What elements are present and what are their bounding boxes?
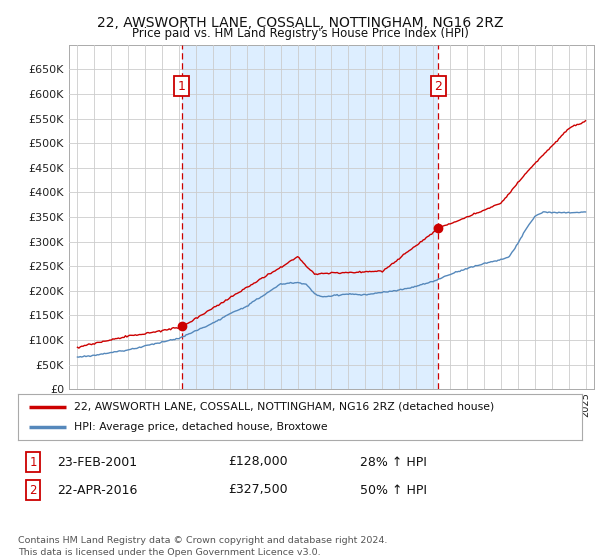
Text: 22-APR-2016: 22-APR-2016 (57, 483, 137, 497)
Text: 23-FEB-2001: 23-FEB-2001 (57, 455, 137, 469)
Text: £327,500: £327,500 (228, 483, 287, 497)
Text: Price paid vs. HM Land Registry's House Price Index (HPI): Price paid vs. HM Land Registry's House … (131, 27, 469, 40)
Text: 22, AWSWORTH LANE, COSSALL, NOTTINGHAM, NG16 2RZ (detached house): 22, AWSWORTH LANE, COSSALL, NOTTINGHAM, … (74, 402, 494, 412)
Text: 50% ↑ HPI: 50% ↑ HPI (360, 483, 427, 497)
Text: 22, AWSWORTH LANE, COSSALL, NOTTINGHAM, NG16 2RZ: 22, AWSWORTH LANE, COSSALL, NOTTINGHAM, … (97, 16, 503, 30)
Text: £128,000: £128,000 (228, 455, 287, 469)
Text: HPI: Average price, detached house, Broxtowe: HPI: Average price, detached house, Brox… (74, 422, 328, 432)
Text: 1: 1 (29, 455, 37, 469)
Text: 2: 2 (29, 483, 37, 497)
Bar (182, 45, 438, 389)
Text: Contains HM Land Registry data © Crown copyright and database right 2024.
This d: Contains HM Land Registry data © Crown c… (18, 536, 388, 557)
Text: 2: 2 (434, 80, 442, 92)
Text: 1: 1 (178, 80, 185, 92)
Text: 28% ↑ HPI: 28% ↑ HPI (360, 455, 427, 469)
